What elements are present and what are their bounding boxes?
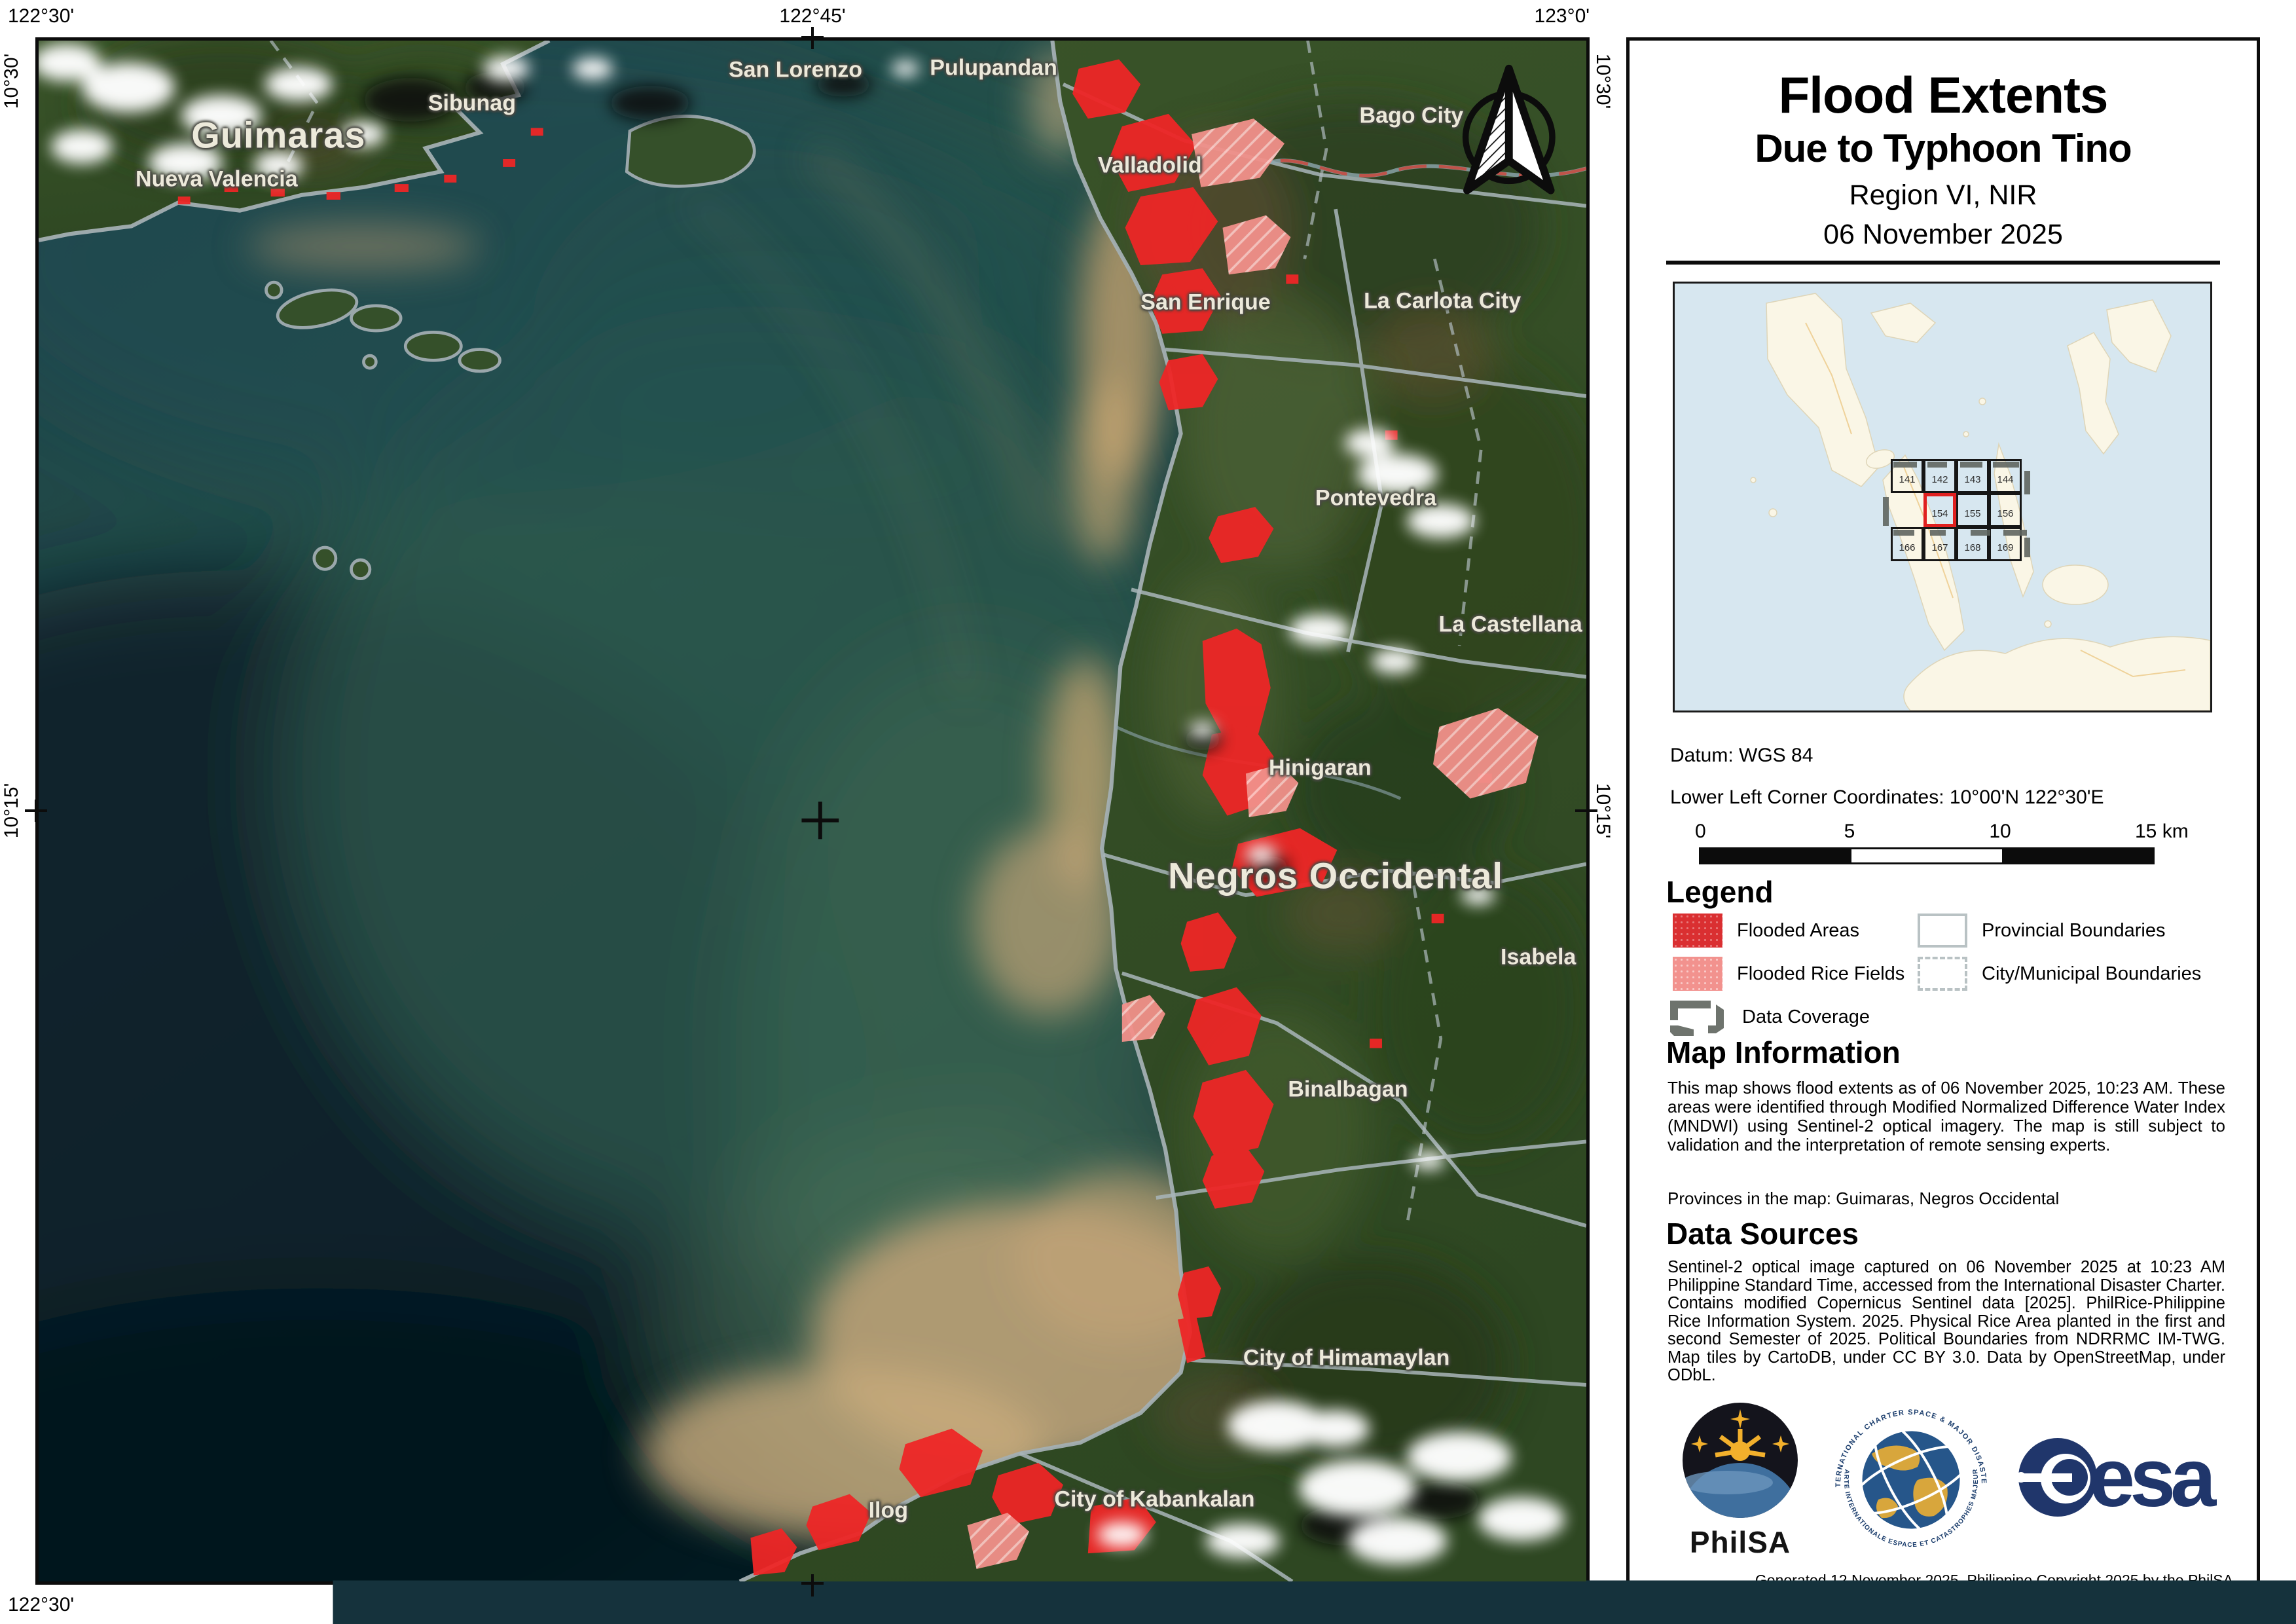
map-label: Nueva Valencia (136, 166, 298, 192)
esa-logo-icon: esa (2016, 1429, 2232, 1537)
map-label: La Castellana (1439, 612, 1582, 637)
legend-label: Flooded Areas (1737, 920, 1859, 942)
map-label: San Enrique (1140, 290, 1270, 316)
map-label: San Lorenzo (729, 57, 862, 83)
generated-line: Generated 12 November 2025, Philippine C… (1755, 1572, 2233, 1589)
map-information-body: This map shows flood extents as of 06 No… (1667, 1079, 2225, 1154)
map-subtitle-region: Region VI, NIR (1630, 179, 2257, 212)
map-label: La Carlota City (1364, 288, 1521, 314)
map-title: Flood Extents (1630, 65, 2257, 125)
philsa-wordmark: PhilSA (1678, 1524, 1802, 1560)
provinces-line: Provinces in the map: Guimaras, Negros O… (1667, 1189, 2059, 1209)
legend-item-provincial-boundaries: Provincial Boundaries (1918, 913, 2165, 948)
map-label: City of Himamaylan (1243, 1345, 1450, 1371)
scalebar-label: 5 (1844, 821, 1855, 843)
legend-label: Data Coverage (1742, 1006, 1870, 1028)
philsa-logo: PhilSA (1678, 1399, 1802, 1560)
legend-item-municipal-boundaries: City/Municipal Boundaries (1918, 957, 2201, 991)
map-label: Negros Occidental (1168, 855, 1503, 897)
graticule-label: 122°45' (779, 1594, 845, 1616)
map-place-labels: Guimaras Nueva Valencia Sibunag San Lorenzo… (39, 41, 1586, 1581)
corner-coordinates-text: Lower Left Corner Coordinates: 10°00'N 1… (1670, 786, 2104, 809)
graticule-label: 10°30' (1592, 41, 1613, 122)
map-label: Pulupandan (930, 56, 1057, 81)
graticule-tick (1586, 800, 1589, 822)
provincial-boundaries-swatch (1918, 913, 1967, 948)
graticule-label: 122°30' (8, 5, 74, 28)
inset-grid-cell: 156 (1989, 493, 2022, 527)
map-label: Bago City (1360, 103, 1464, 129)
legend-item-flooded-areas: Flooded Areas (1673, 913, 1859, 948)
graticule-label: 122°30' (8, 1594, 74, 1616)
graticule-tick (35, 800, 37, 822)
legend-heading: Legend (1666, 874, 1774, 910)
data-sources-heading: Data Sources (1666, 1216, 1859, 1251)
graticule-tick (801, 1582, 824, 1585)
legend-label: City/Municipal Boundaries (1982, 963, 2201, 985)
legend-label: Flooded Rice Fields (1737, 963, 1904, 985)
flooded-rice-fields-swatch (1673, 957, 1722, 991)
graticule-label: 10°15' (1, 770, 22, 851)
charter-logo-icon: INTERNATIONAL CHARTER SPACE & MAJOR DISA… (1826, 1395, 1996, 1565)
map-label: Pontevedra (1315, 485, 1436, 511)
map-label: Ilog (869, 1498, 908, 1523)
map-label: Guimaras (191, 113, 365, 156)
legend-label: Provincial Boundaries (1982, 920, 2165, 942)
data-coverage-icon (1667, 998, 1728, 1036)
scalebar (1699, 847, 2155, 864)
satellite-map: Guimaras Nueva Valencia Sibunag San Lorenzo… (35, 37, 1590, 1585)
municipal-boundaries-swatch (1918, 957, 1967, 991)
locator-inset-map: 141 142 143 144 154 155 156 166 167 168 169 (1673, 282, 2212, 712)
info-panel: Flood Extents Due to Typhoon Tino Region… (1626, 37, 2260, 1596)
graticule-tick (801, 36, 824, 39)
graticule-label: 10°30' (1, 41, 22, 122)
international-charter-logo: INTERNATIONAL CHARTER SPACE & MAJOR DISA… (1826, 1395, 1996, 1568)
map-title-line2: Due to Typhoon Tino (1630, 126, 2257, 171)
philsa-logo-icon (1681, 1399, 1799, 1521)
esa-wordmark: esa (2089, 1431, 2217, 1524)
esa-logo: esa (2016, 1429, 2232, 1540)
graticule-tick (811, 1574, 814, 1596)
inset-grid-cell: 154 (1923, 493, 1956, 527)
scalebar-label: 15 km (2135, 821, 2189, 843)
graticule-label: 123°0' (1535, 1594, 1590, 1616)
map-label: City of Kabankalan (1054, 1487, 1254, 1513)
map-subtitle-date: 06 November 2025 (1630, 219, 2257, 251)
title-divider (1666, 261, 2220, 265)
inset-grid-cell: 155 (1956, 493, 1989, 527)
map-information-heading: Map Information (1666, 1035, 1901, 1070)
flood-map-layout: Guimaras Nueva Valencia Sibunag San Lorenzo… (0, 0, 2296, 1624)
data-sources-body: Sentinel-2 optical image captured on 06 … (1667, 1259, 2225, 1385)
map-label: Valladolid (1098, 153, 1202, 178)
legend-item-flooded-rice-fields: Flooded Rice Fields (1673, 957, 1904, 991)
datum-text: Datum: WGS 84 (1670, 745, 1813, 767)
legend-item-data-coverage: Data Coverage (1667, 998, 1870, 1036)
graticule-label: 123°0' (1535, 5, 1590, 28)
map-label: Isabela (1501, 945, 1576, 970)
map-label: Sibunag (428, 91, 516, 117)
map-label: Hinigaran (1269, 755, 1372, 781)
map-label: Binalbagan (1288, 1077, 1408, 1103)
scalebar-label: 0 (1695, 821, 1706, 843)
graticule-label: 122°45' (779, 5, 845, 28)
flooded-areas-swatch (1673, 913, 1722, 948)
scalebar-label: 10 (1989, 821, 2011, 843)
